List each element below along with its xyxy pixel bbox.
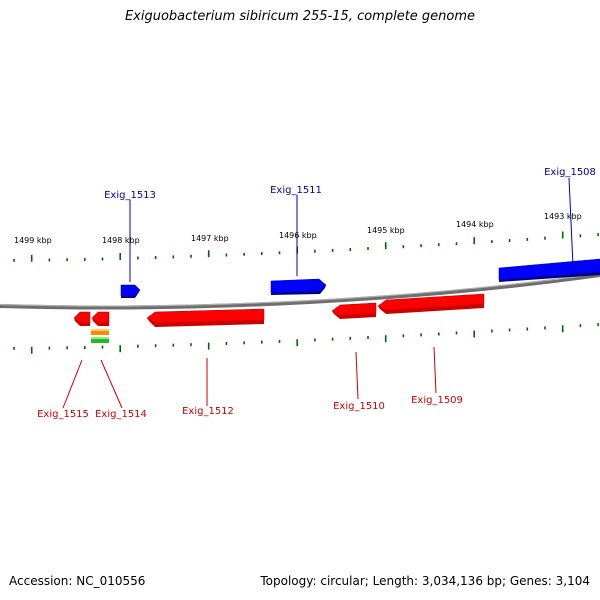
scale-label-1497: 1497 kbp xyxy=(191,234,229,243)
gene-exig-1515[interactable] xyxy=(73,311,91,326)
genome-backbone xyxy=(0,273,600,310)
scale-label-1495: 1495 kbp xyxy=(367,226,405,235)
leader-line-1514 xyxy=(100,359,123,409)
gene-exig-1514[interactable] xyxy=(91,311,110,326)
gene-label-exig-1515[interactable]: Exig_1515 xyxy=(37,409,89,420)
gene-exig-1511[interactable] xyxy=(270,278,327,295)
gene-label-exig-1510[interactable]: Exig_1510 xyxy=(333,401,385,412)
leader-line-1509 xyxy=(433,346,437,394)
gene-label-exig-1508[interactable]: Exig_1508 xyxy=(544,167,596,178)
accession-text: Accession: NC_010556 xyxy=(9,574,146,588)
scale-label-1499: 1499 kbp xyxy=(14,236,52,245)
small-feature-orange[interactable] xyxy=(91,329,109,335)
gene-label-exig-1511[interactable]: Exig_1511 xyxy=(270,185,322,196)
gene-label-exig-1514[interactable]: Exig_1514 xyxy=(95,409,147,420)
lower-scale-ticks xyxy=(13,323,599,354)
gene-label-exig-1513[interactable]: Exig_1513 xyxy=(104,190,156,201)
small-feature-green[interactable] xyxy=(91,337,109,343)
map-title: Exiguobacterium sibiricum 255-15, comple… xyxy=(124,9,476,24)
gene-label-exig-1509[interactable]: Exig_1509 xyxy=(411,395,463,406)
leader-line-1515 xyxy=(62,359,83,409)
gene-label-exig-1512[interactable]: Exig_1512 xyxy=(182,406,234,417)
gene-exig-1513[interactable] xyxy=(120,284,141,298)
scale-label-1498: 1498 kbp xyxy=(102,236,140,245)
genome-summary-text: Topology: circular; Length: 3,034,136 bp… xyxy=(260,574,590,588)
leader-line-1510 xyxy=(355,351,359,400)
gene-exig-1510[interactable] xyxy=(331,302,377,319)
gene-exig-1508[interactable] xyxy=(498,258,600,282)
gene-exig-1512[interactable] xyxy=(146,308,265,327)
scale-label-1496: 1496 kbp xyxy=(279,231,317,240)
scale-label-1493: 1493 kbp xyxy=(544,212,582,221)
leader-line-1508 xyxy=(568,177,574,267)
gene-exig-1509[interactable] xyxy=(377,293,485,314)
scale-label-1494: 1494 kbp xyxy=(456,220,494,229)
upper-scale-ticks xyxy=(13,231,599,262)
